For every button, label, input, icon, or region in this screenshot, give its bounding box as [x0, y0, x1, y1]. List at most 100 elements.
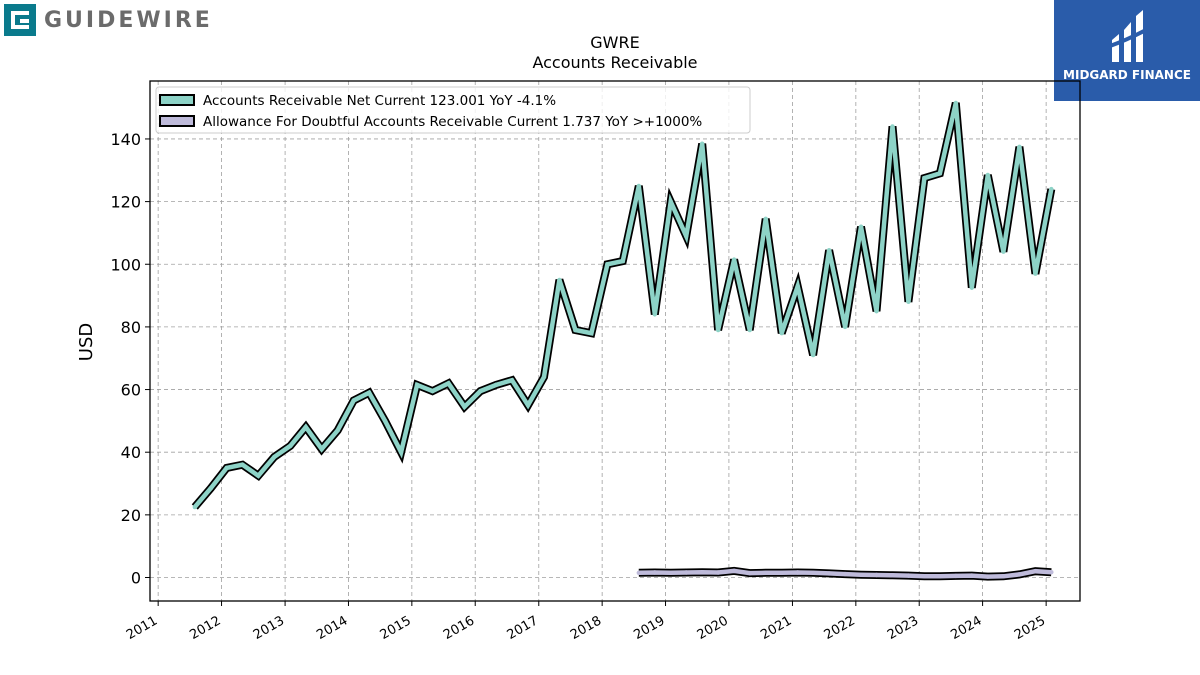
series-1-point — [208, 486, 213, 491]
x-tick-label: 2015 — [378, 613, 414, 643]
series-2-point — [1017, 572, 1022, 577]
chart-subtitle: Accounts Receivable — [532, 53, 697, 72]
y-tick-label: 60 — [121, 381, 141, 400]
guidewire-logo: GUIDEWIRE — [4, 4, 213, 36]
series-2-point — [731, 568, 737, 574]
series-layer — [191, 100, 1056, 581]
x-tick-label: 2016 — [441, 613, 477, 643]
x-tick-label: 2021 — [758, 613, 794, 643]
series-1-point — [1049, 186, 1054, 192]
series-1-point — [795, 283, 800, 289]
series-1-point — [430, 388, 435, 394]
series-1-point — [922, 175, 927, 181]
plot-frame — [149, 80, 1081, 602]
x-tick-label: 2014 — [314, 613, 350, 643]
series-2-point — [985, 574, 990, 579]
series-1-point — [192, 504, 197, 510]
series-1-point — [985, 172, 990, 178]
series-1-point — [366, 390, 372, 395]
series-1-point — [747, 327, 752, 333]
x-tick-label: 2017 — [505, 613, 541, 643]
series-1-point — [509, 377, 515, 383]
series-1-point — [652, 312, 657, 317]
x-ticks: 2011 2012 2013 2014 2015 2016 2017 2018 2019 2020… — [124, 601, 1048, 643]
series-2-point — [779, 570, 784, 576]
series-1-point — [969, 285, 975, 290]
series-1-point — [779, 330, 784, 336]
y-tick-label: 100 — [110, 255, 141, 274]
series-1-point — [826, 247, 832, 253]
y-tick-label: 20 — [121, 506, 141, 525]
series-1-point — [414, 382, 420, 388]
series-1-point — [240, 462, 245, 467]
x-tick-label: 2019 — [631, 613, 667, 643]
legend-swatch — [159, 115, 195, 127]
series-1-point — [858, 224, 864, 229]
x-tick-label: 2012 — [187, 613, 223, 643]
series-1-point — [763, 216, 768, 222]
series-1-point — [335, 428, 340, 433]
series-1-point — [573, 327, 578, 333]
midgard-logo-mark — [1109, 10, 1147, 62]
legend-swatch — [159, 94, 195, 106]
x-tick-label: 2020 — [695, 613, 731, 643]
series-1-line — [193, 102, 1054, 509]
chart-title: GWRE — [590, 33, 639, 52]
series-2-point — [683, 570, 689, 575]
series-1-point — [446, 381, 451, 386]
series-1-point — [842, 324, 848, 330]
series-1-point — [493, 382, 499, 388]
midgard-finance-logo: MIDGARD FINANCE — [1054, 0, 1200, 101]
series-2-point — [969, 573, 975, 578]
y-axis-label: USD — [76, 323, 97, 361]
series-1-point — [1001, 249, 1006, 254]
guidewire-logo-text: GUIDEWIRE — [44, 7, 213, 33]
guidewire-logo-mark — [4, 4, 36, 36]
series-1-point — [303, 424, 308, 430]
series-2-point — [795, 570, 800, 575]
legend-label: Accounts Receivable Net Current 123.001 … — [203, 93, 556, 109]
y-tick-label: 80 — [121, 318, 141, 337]
series-1-point — [398, 450, 404, 455]
x-tick-label: 2024 — [948, 613, 984, 643]
series-1-point — [605, 262, 610, 267]
series-1-point — [953, 100, 959, 106]
series-1 — [191, 100, 1056, 510]
x-tick-label: 2013 — [251, 613, 287, 643]
series-1-point — [1033, 271, 1038, 276]
series-2-point — [937, 574, 943, 579]
series-2-point — [1033, 569, 1038, 574]
legend: Accounts Receivable Net Current 123.001 … — [155, 86, 751, 134]
series-1-point — [731, 257, 737, 262]
series-2-point — [842, 571, 848, 577]
x-tick-label: 2023 — [885, 613, 921, 643]
series-2-point — [890, 573, 895, 578]
series-1-point — [382, 418, 388, 424]
series-2-point — [652, 570, 657, 575]
series-2-point — [699, 569, 705, 575]
legend-box — [155, 86, 751, 134]
series-2-point — [826, 571, 832, 576]
series-2-point — [810, 570, 816, 576]
series-1-point — [906, 299, 911, 305]
series-2-point — [906, 573, 911, 578]
series-1-point — [683, 233, 689, 239]
series-2-point — [715, 570, 721, 575]
series-2-point — [858, 572, 864, 577]
series-1-point — [589, 330, 594, 336]
series-1-point — [1017, 144, 1022, 149]
series-2-point — [922, 574, 927, 579]
x-tick-label: 2011 — [124, 613, 160, 643]
series-1-point — [272, 454, 277, 460]
series-1-point — [636, 183, 641, 189]
series-1-point — [525, 403, 531, 408]
series-1-point — [668, 199, 673, 204]
y-tick-label: 140 — [110, 130, 141, 149]
y-ticks: 0 20 40 60 80 100 120 140 — [110, 130, 150, 588]
y-tick-label: 120 — [110, 193, 141, 212]
x-tick-label: 2025 — [1012, 613, 1048, 643]
series-1-point — [874, 309, 879, 314]
y-tick-label: 0 — [131, 569, 141, 588]
series-2-point — [636, 570, 641, 576]
series-1-point — [478, 388, 483, 394]
